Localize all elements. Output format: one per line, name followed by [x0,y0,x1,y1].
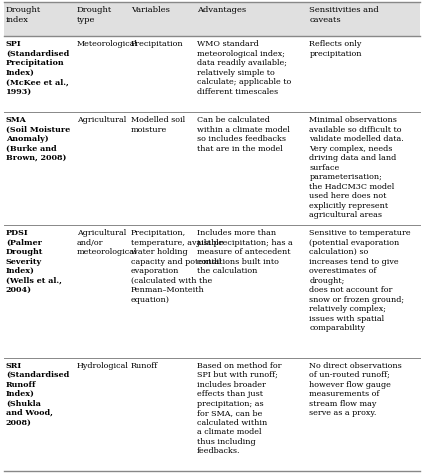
Text: Variables: Variables [131,6,170,14]
Text: Drought
type: Drought type [76,6,112,24]
Text: Includes more than
just precipitation; has a
measure of antecedent
conditions bu: Includes more than just precipitation; h… [197,229,294,275]
Text: WMO standard
meteorological index;
data readily available;
relatively simple to
: WMO standard meteorological index; data … [197,40,291,96]
Text: Meteorological: Meteorological [76,40,138,48]
Text: Hydrological: Hydrological [76,361,128,369]
Text: SRI
(Standardised
Runoff
Index)
(Shukla
and Wood,
2008): SRI (Standardised Runoff Index) (Shukla … [6,361,69,427]
Bar [4,358,420,471]
Text: No direct observations
of un-routed runoff;
however flow gauge
measurements of
s: No direct observations of un-routed runo… [309,361,402,417]
Bar [4,113,420,225]
Text: SPI
(Standardised
Precipitation
Index)
(McKee et al.,
1993): SPI (Standardised Precipitation Index) (… [6,40,69,96]
Text: Runoff: Runoff [131,361,158,369]
Text: Precipitation,
temperature, available
water holding
capacity and potential
evapo: Precipitation, temperature, available wa… [131,229,223,304]
Text: Can be calculated
within a climate model
so includes feedbacks
that are in the m: Can be calculated within a climate model… [197,116,290,153]
Text: Drought
index: Drought index [6,6,41,24]
Text: Sensitivities and
caveats: Sensitivities and caveats [309,6,379,24]
Text: Based on method for
SPI but with runoff;
includes broader
effects than just
prec: Based on method for SPI but with runoff;… [197,361,281,455]
Bar [4,225,420,358]
Text: Minimal observations
available so difficult to
validate modelled data.
Very comp: Minimal observations available so diffic… [309,116,404,219]
Text: SMA
(Soil Moisture
Anomaly)
(Burke and
Brown, 2008): SMA (Soil Moisture Anomaly) (Burke and B… [6,116,70,162]
Text: Modelled soil
moisture: Modelled soil moisture [131,116,185,134]
Text: Agricultural: Agricultural [76,116,126,124]
Text: Advantages: Advantages [197,6,246,14]
Text: Agricultural
and/or
meteorological: Agricultural and/or meteorological [76,229,137,256]
Text: Precipitation: Precipitation [131,40,183,48]
Text: PDSI
(Palmer
Drought
Severity
Index)
(Wells et al.,
2004): PDSI (Palmer Drought Severity Index) (We… [6,229,62,294]
Text: Reflects only
precipitation: Reflects only precipitation [309,40,362,58]
Text: Sensitive to temperature
(potential evaporation
calculation) so
increases tend t: Sensitive to temperature (potential evap… [309,229,411,332]
Bar [4,36,420,113]
Bar [4,2,420,36]
